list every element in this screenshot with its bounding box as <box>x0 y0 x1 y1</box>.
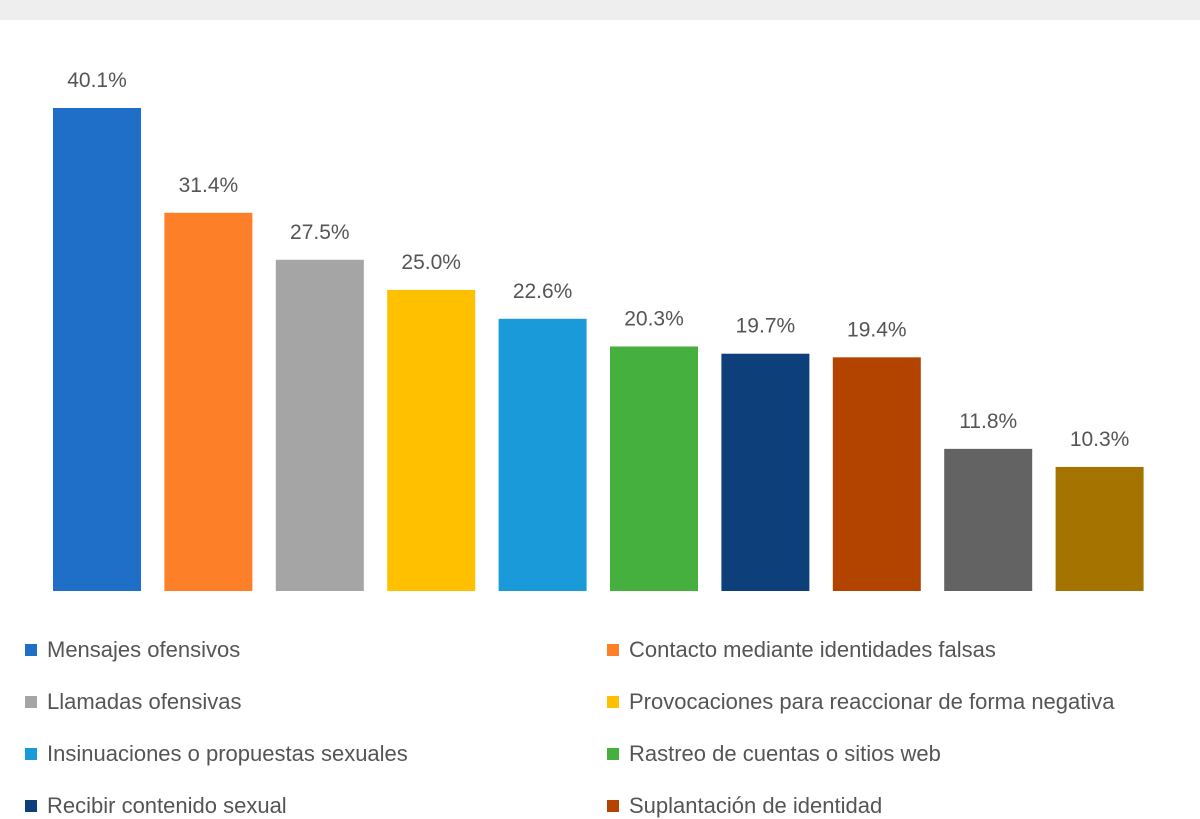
data-label: 22.6% <box>513 280 573 303</box>
legend-item: Suplantación de identidad <box>607 793 882 819</box>
legend-swatch <box>25 696 37 708</box>
legend-label: Suplantación de identidad <box>629 793 883 818</box>
data-label: 40.1% <box>67 69 127 92</box>
bar <box>387 289 476 591</box>
bar <box>832 357 921 591</box>
legend-label: Mensajes ofensivos <box>47 637 241 662</box>
data-label: 10.3% <box>1070 428 1130 451</box>
data-label: 20.3% <box>624 307 684 330</box>
bar <box>498 318 587 591</box>
legend-swatch <box>607 748 619 760</box>
bar <box>164 212 253 591</box>
data-label: 31.4% <box>179 174 239 197</box>
legend-swatch <box>607 696 619 708</box>
legend-label: Contacto mediante identidades falsas <box>629 637 996 662</box>
legend-label: Llamadas ofensivas <box>47 689 242 714</box>
legend-swatch <box>25 800 37 812</box>
bar <box>53 108 141 591</box>
data-label: 19.7% <box>736 315 796 338</box>
legend-swatch <box>607 644 619 656</box>
legend-swatch <box>607 800 619 812</box>
legend-item: Recibir contenido sexual <box>25 793 287 819</box>
bar <box>275 259 364 591</box>
data-label: 11.8% <box>959 410 1017 433</box>
legend-item: Mensajes ofensivos <box>25 637 240 663</box>
legend-swatch <box>25 644 37 656</box>
legend-label: Insinuaciones o propuestas sexuales <box>47 741 408 766</box>
legend-item: Provocaciones para reaccionar de forma n… <box>607 689 1115 715</box>
legend-item: Contacto mediante identidades falsas <box>607 637 996 663</box>
bar <box>1055 466 1144 591</box>
data-label: 19.4% <box>847 318 907 341</box>
legend-item: Insinuaciones o propuestas sexuales <box>25 741 408 767</box>
bar <box>721 353 810 591</box>
legend-swatch <box>25 748 37 760</box>
legend-label: Provocaciones para reaccionar de forma n… <box>629 689 1115 714</box>
legend-item: Rastreo de cuentas o sitios web <box>607 741 941 767</box>
legend-label: Recibir contenido sexual <box>47 793 287 818</box>
bar <box>610 346 698 591</box>
bar <box>944 448 1033 591</box>
data-label: 27.5% <box>290 221 350 244</box>
bar-chart: 40.1% 31.4% 27.5% 25.0% 22.6% 20.3% 19.7% 19.4%… <box>53 69 1144 591</box>
top-band <box>0 0 1200 20</box>
legend-item: Llamadas ofensivas <box>25 689 241 715</box>
legend-label: Rastreo de cuentas o sitios web <box>629 741 941 766</box>
data-label: 25.0% <box>401 251 461 274</box>
